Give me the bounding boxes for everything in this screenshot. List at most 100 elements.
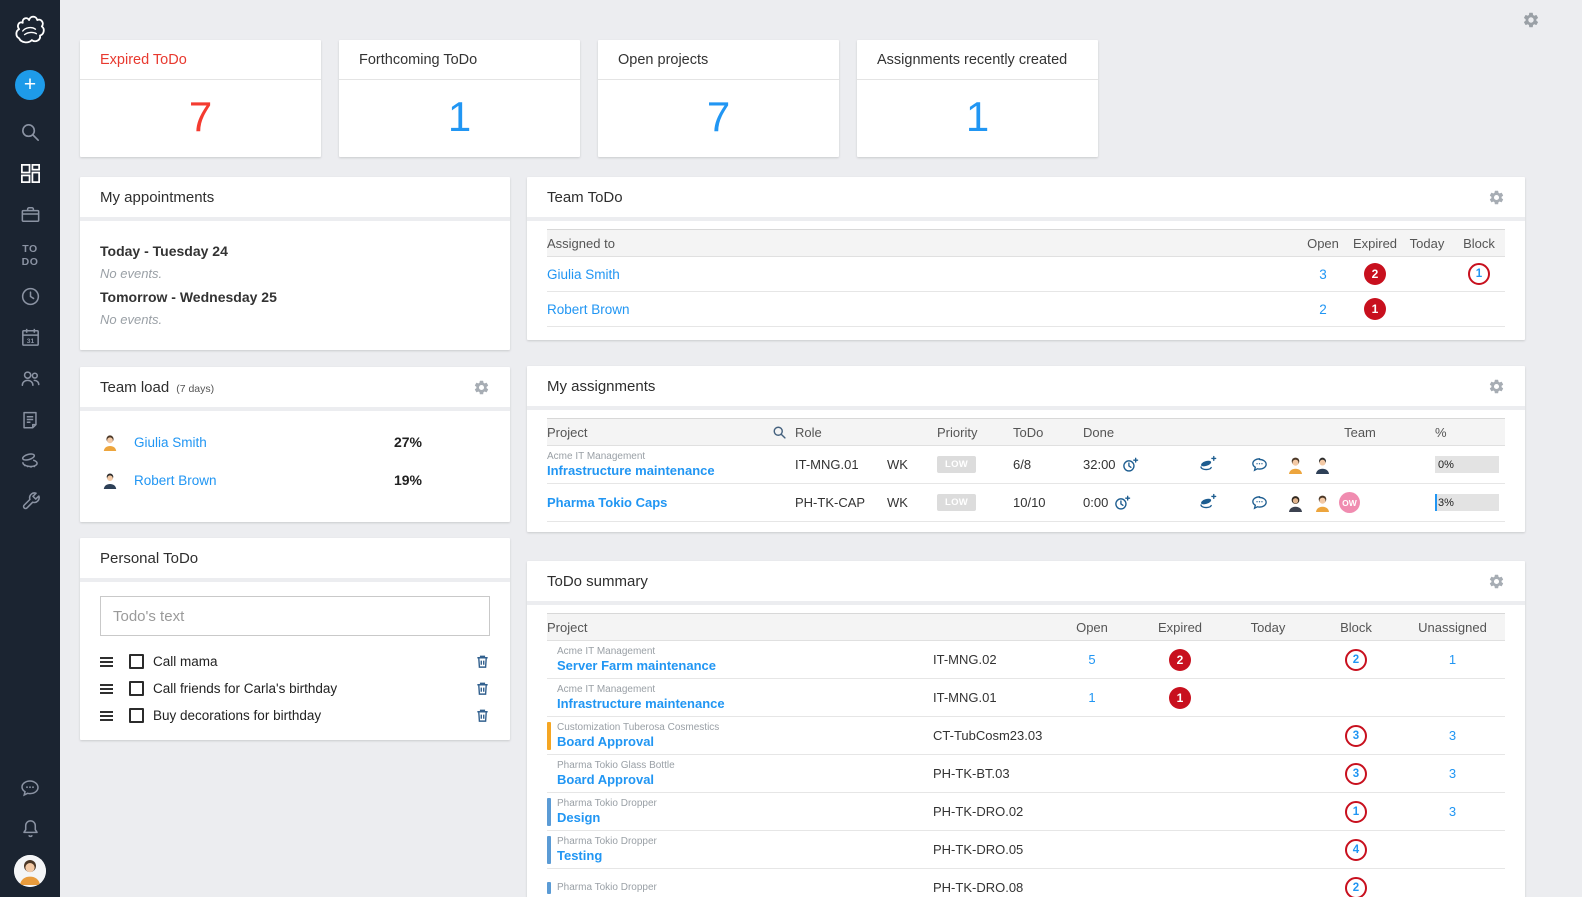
unassigned-count[interactable]: 1 <box>1400 652 1505 667</box>
dashboard-icon[interactable] <box>0 153 60 194</box>
member-link[interactable]: Giulia Smith <box>547 267 1297 282</box>
todo-checkbox[interactable] <box>129 708 144 723</box>
todo-summary-settings-gear-icon[interactable] <box>1488 573 1505 590</box>
expired-badge[interactable]: 1 <box>1169 687 1191 709</box>
user-avatar[interactable] <box>14 855 46 887</box>
delete-todo-trash-icon[interactable] <box>475 708 490 723</box>
expired-badge[interactable]: 2 <box>1169 649 1191 671</box>
project-link[interactable]: Infrastructure maintenance <box>547 463 715 479</box>
project-link[interactable]: Pharma Tokio Caps <box>547 495 667 511</box>
my-assignments-settings-gear-icon[interactable] <box>1488 378 1505 395</box>
unassigned-count[interactable]: 3 <box>1400 804 1505 819</box>
project-link[interactable]: Board Approval <box>557 734 719 750</box>
assignment-row: Pharma Tokio Caps PH-TK-CAP WK LOW 10/10… <box>547 484 1505 522</box>
calendar-icon[interactable]: 31 <box>0 317 60 358</box>
project-link[interactable]: Design <box>557 810 657 826</box>
delete-todo-trash-icon[interactable] <box>475 681 490 696</box>
drag-handle-icon[interactable] <box>100 657 113 667</box>
appointments-day: Today - Tuesday 24 <box>100 243 490 259</box>
project-link[interactable]: Board Approval <box>557 772 675 788</box>
stat-card-open-projects[interactable]: Open projects 7 <box>598 40 839 157</box>
project-link[interactable]: Infrastructure maintenance <box>557 696 725 712</box>
unassigned-count[interactable]: 3 <box>1400 766 1505 781</box>
open-count[interactable]: 2 <box>1297 302 1349 317</box>
clock-icon[interactable] <box>0 276 60 317</box>
new-todo-input[interactable] <box>100 596 490 636</box>
add-cost-coin-icon[interactable] <box>1181 455 1233 474</box>
chat-icon[interactable] <box>0 767 60 808</box>
panel-my-assignments: My assignments Project R <box>527 366 1525 532</box>
documents-icon[interactable] <box>0 399 60 440</box>
stat-card-assignments-recent[interactable]: Assignments recently created 1 <box>857 40 1098 157</box>
open-count[interactable]: 3 <box>1297 267 1349 282</box>
stat-card-forthcoming-todo[interactable]: Forthcoming ToDo 1 <box>339 40 580 157</box>
table-search-icon[interactable] <box>772 425 787 440</box>
column-header-open: Open <box>1297 236 1349 251</box>
search-icon[interactable] <box>0 112 60 153</box>
todo-icon-line1: TO <box>22 243 37 255</box>
todo-icon[interactable]: TODO <box>0 235 60 276</box>
resources-people-icon[interactable] <box>0 358 60 399</box>
assignment-role: WK <box>887 495 937 510</box>
block-badge[interactable]: 3 <box>1345 725 1367 747</box>
appointments-day: Tomorrow - Wednesday 25 <box>100 289 490 305</box>
todo-checkbox[interactable] <box>129 681 144 696</box>
progress-bar: 0% <box>1435 456 1499 473</box>
expired-badge[interactable]: 1 <box>1364 298 1386 320</box>
panel-personal-todo: Personal ToDo Call mama <box>80 538 510 740</box>
project-parent: Pharma Tokio Dropper <box>557 882 657 894</box>
block-badge[interactable]: 2 <box>1345 877 1367 897</box>
open-count[interactable]: 1 <box>1048 690 1136 705</box>
member-link[interactable]: Robert Brown <box>547 302 1297 317</box>
team-load-member-link[interactable]: Robert Brown <box>134 473 394 488</box>
unassigned-count[interactable]: 3 <box>1400 728 1505 743</box>
block-badge[interactable]: 2 <box>1345 649 1367 671</box>
add-button-plus-icon[interactable]: + <box>15 70 45 100</box>
projects-briefcase-icon[interactable] <box>0 194 60 235</box>
summary-row: Customization Tuberosa Cosmestics Board … <box>547 717 1505 755</box>
open-count[interactable]: 5 <box>1048 652 1136 667</box>
task-code: IT-MNG.01 <box>933 690 1048 705</box>
tools-wrench-icon[interactable] <box>0 481 60 522</box>
project-link[interactable]: Testing <box>557 848 657 864</box>
block-badge[interactable]: 3 <box>1345 763 1367 785</box>
comments-bubble-icon[interactable] <box>1233 455 1285 474</box>
comments-bubble-icon[interactable] <box>1233 493 1285 512</box>
avatar-male-navy-icon[interactable] <box>1312 454 1333 475</box>
avatar-male-dark-icon[interactable] <box>1285 492 1306 513</box>
avatar-female-orange-icon[interactable] <box>1285 454 1306 475</box>
project-link[interactable]: Server Farm maintenance <box>557 658 716 674</box>
priority-badge: LOW <box>937 456 976 473</box>
task-code: IT-MNG.02 <box>933 652 1048 667</box>
app-logo-hand-icon[interactable] <box>8 8 52 54</box>
panel-title: My assignments <box>547 378 655 395</box>
todo-checkbox[interactable] <box>129 654 144 669</box>
team-load-member-link[interactable]: Giulia Smith <box>134 435 394 450</box>
block-badge[interactable]: 1 <box>1345 801 1367 823</box>
block-badge[interactable]: 1 <box>1468 263 1490 285</box>
add-worklog-clock-icon[interactable] <box>1113 494 1131 512</box>
stat-value: 7 <box>80 80 321 156</box>
delete-todo-trash-icon[interactable] <box>475 654 490 669</box>
avatar-female-orange-icon[interactable] <box>1312 492 1333 513</box>
team-load-settings-gear-icon[interactable] <box>473 379 490 396</box>
project-parent: Pharma Tokio Glass Bottle <box>557 760 675 772</box>
notifications-bell-icon[interactable] <box>0 808 60 849</box>
drag-handle-icon[interactable] <box>100 711 113 721</box>
expired-badge[interactable]: 2 <box>1364 263 1386 285</box>
costs-coins-icon[interactable] <box>0 440 60 481</box>
team-member-initials-badge[interactable]: OW <box>1339 492 1360 513</box>
todo-list-item: Call mama <box>100 648 490 675</box>
summary-row: Acme IT Management Server Farm maintenan… <box>547 641 1505 679</box>
team-todo-settings-gear-icon[interactable] <box>1488 189 1505 206</box>
avatar-female-orange-icon <box>100 432 120 452</box>
todo-text: Call mama <box>153 654 475 669</box>
progress-label: 3% <box>1435 497 1454 509</box>
block-badge[interactable]: 4 <box>1345 839 1367 861</box>
add-worklog-clock-icon[interactable] <box>1121 456 1139 474</box>
column-header-block: Block <box>1453 236 1505 251</box>
status-color-bar <box>547 722 551 750</box>
add-cost-coin-icon[interactable] <box>1181 493 1233 512</box>
stat-card-expired-todo[interactable]: Expired ToDo 7 <box>80 40 321 157</box>
drag-handle-icon[interactable] <box>100 684 113 694</box>
